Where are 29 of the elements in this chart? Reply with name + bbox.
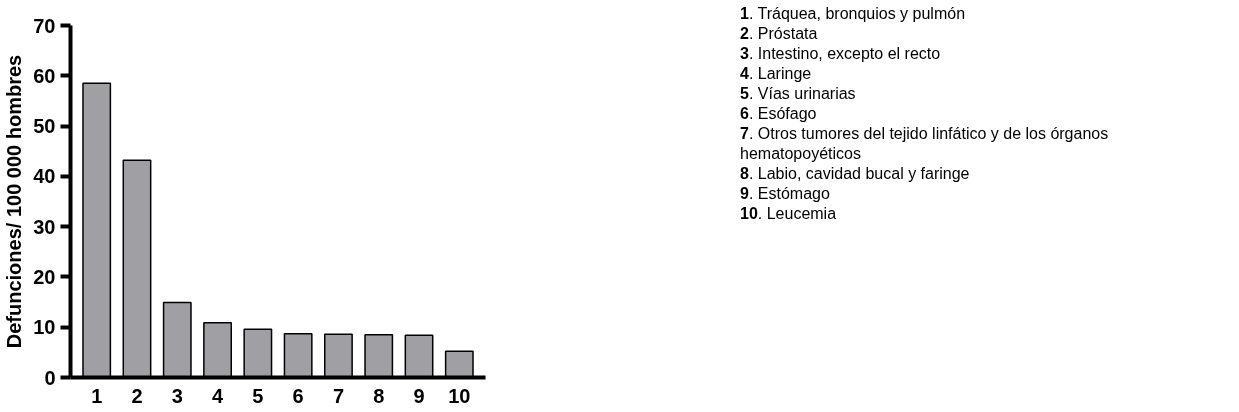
x-tick-label: 3 [171,384,183,407]
text: 8. Labio, cavidad bucal y faringe [740,164,971,184]
y-tick-label: 70 [33,14,56,37]
x-tick-label: 2 [131,384,143,407]
x-tick-label: 7 [332,384,344,407]
x-tick-label: 5 [252,384,264,407]
text: 1. Tráquea, bronquios y pulmón [740,4,967,24]
y-tick-label: 10 [33,316,56,339]
x-tick-label: 8 [373,384,385,407]
y-tick-label: 30 [33,215,56,238]
text: 4. Laringe [740,64,813,84]
y-tick-label: 60 [33,64,56,87]
text: 3. Intestino, excepto el recto [740,44,942,64]
y-tick-label: 0 [44,366,56,389]
text: 7. Otros tumores del tejido linfático y de los órganos hematopoyéticos [740,124,1110,164]
text: 10. Leucemia [740,204,838,224]
x-tick-label: 6 [292,384,304,407]
y-tick-label: 40 [33,165,56,188]
text: 2. Próstata [740,24,819,44]
x-tick-label: 10 [448,384,471,407]
y-axis-title: Defunciones/ 100 000 hombres [3,54,26,349]
y-tick-label: 50 [33,115,56,138]
x-tick-label: 9 [413,384,425,407]
text: 9. Estómago [740,184,831,204]
text: 6. Esófago [740,104,818,124]
x-tick-label: 1 [91,384,103,407]
y-tick-label: 20 [33,265,56,288]
x-tick-label: 4 [212,384,224,407]
text: 5. Vías urinarias [740,84,857,104]
